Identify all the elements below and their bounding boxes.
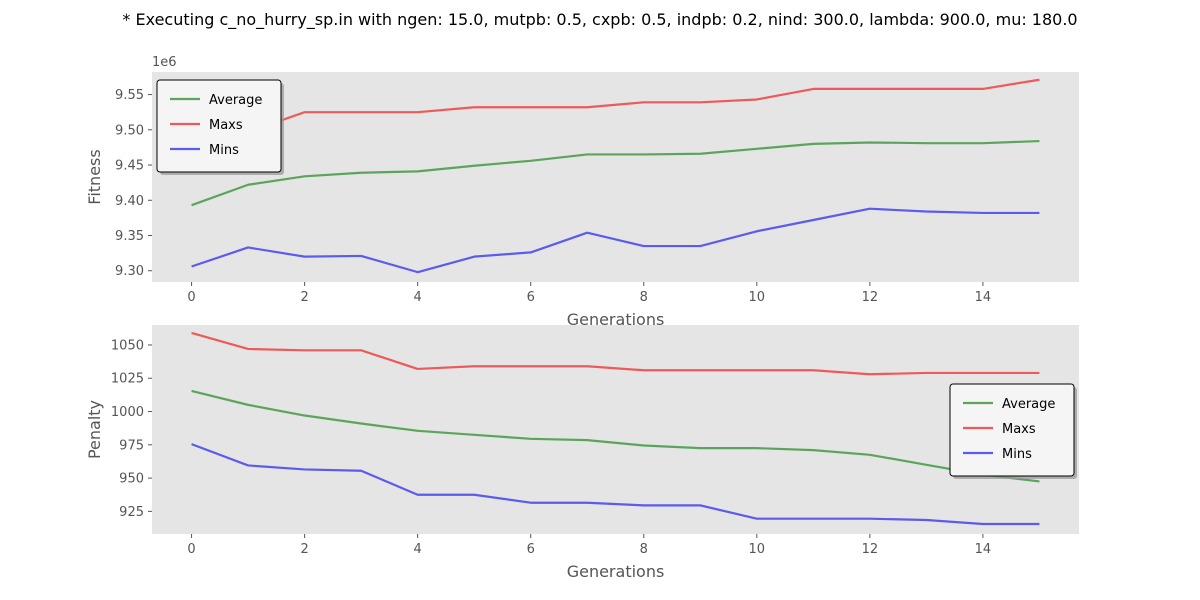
- series-line-mins: [191, 207, 1040, 274]
- x-tick-label: 14: [975, 542, 992, 557]
- series-line-maxs: [191, 78, 1040, 140]
- legend-label: Average: [209, 93, 262, 108]
- legend-label: Average: [1002, 397, 1055, 412]
- x-tick-label: 0: [187, 542, 195, 557]
- y-axis-label: Fitness: [85, 149, 104, 204]
- y-tick-label: 975: [119, 438, 144, 453]
- x-tick-label: 6: [527, 290, 535, 305]
- y-scale-label: 1e6: [152, 55, 177, 70]
- series-line-average: [191, 139, 1040, 207]
- plot-area: [152, 72, 1079, 282]
- y-tick-label: 1050: [111, 338, 144, 353]
- figure-title: * Executing c_no_hurry_sp.in with ngen: …: [122, 10, 1077, 30]
- x-tick-label: 2: [300, 290, 308, 305]
- y-tick-label: 9.30: [115, 264, 144, 279]
- y-tick-label: 1000: [111, 405, 144, 420]
- y-tick-label: 950: [119, 472, 144, 487]
- plot-area: [152, 325, 1079, 534]
- series-line-mins: [191, 443, 1040, 526]
- y-tick-label: 9.35: [115, 229, 144, 244]
- y-tick-label: 925: [119, 505, 144, 520]
- x-tick-label: 12: [862, 542, 879, 557]
- y-tick-label: 9.40: [115, 194, 144, 209]
- series-line-maxs: [191, 331, 1040, 376]
- x-tick-label: 4: [414, 290, 422, 305]
- x-tick-label: 10: [749, 290, 766, 305]
- x-tick-label: 8: [640, 542, 648, 557]
- y-tick-label: 9.55: [115, 88, 144, 103]
- y-tick-label: 1025: [111, 372, 144, 387]
- series-line-average: [191, 389, 1040, 483]
- x-tick-label: 2: [300, 542, 308, 557]
- y-axis-label: Penalty: [85, 400, 104, 459]
- legend: Average Maxs Mins: [949, 383, 1077, 479]
- y-tick-label: 9.45: [115, 159, 144, 174]
- x-tick-label: 14: [975, 290, 992, 305]
- x-tick-label: 4: [414, 542, 422, 557]
- x-tick-label: 12: [862, 290, 879, 305]
- y-tick-label: 9.50: [115, 123, 144, 138]
- x-tick-label: 0: [187, 290, 195, 305]
- legend: Average Maxs Mins: [156, 79, 284, 175]
- x-axis-label: Generations: [567, 310, 665, 329]
- chart-panel-2: 0 2 4 6 8 10 12 14 925 950 975 1000 1025 1050 Generati…: [85, 325, 1079, 581]
- legend-label: Mins: [209, 143, 239, 158]
- chart-panel-1: 0 2 4 6 8 10 12 14 9.30 9.35 9.40 9.45 9.50 9.55 1e6 Ge…: [85, 55, 1079, 329]
- legend-label: Mins: [1002, 447, 1032, 462]
- x-tick-label: 10: [749, 542, 766, 557]
- x-tick-label: 6: [527, 542, 535, 557]
- x-tick-label: 8: [640, 290, 648, 305]
- x-axis-label: Generations: [567, 562, 665, 581]
- legend-label: Maxs: [1002, 422, 1036, 437]
- legend-label: Maxs: [209, 118, 243, 133]
